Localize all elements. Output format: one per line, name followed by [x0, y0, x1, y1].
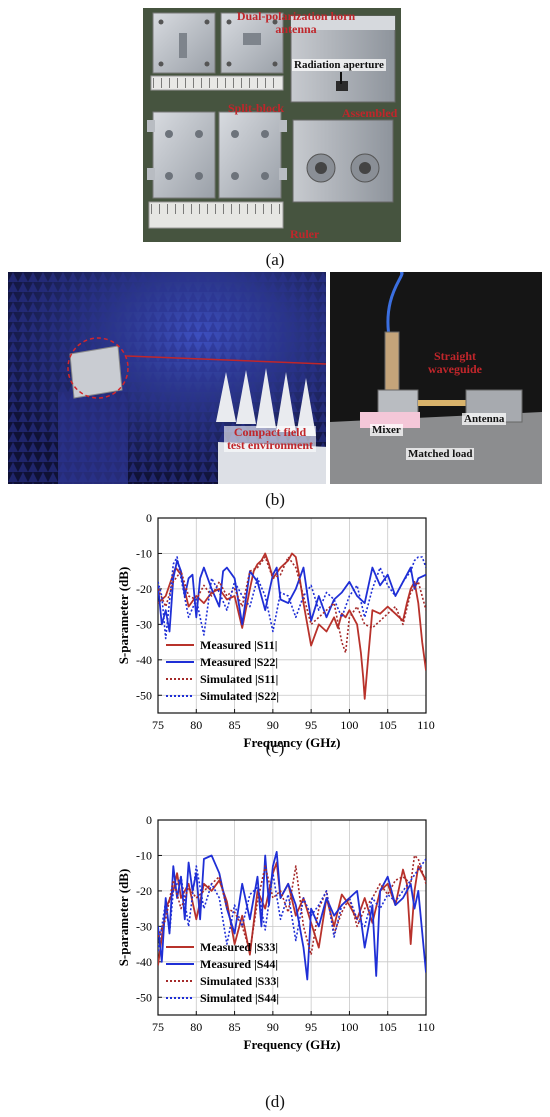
x-axis-label: Frequency (GHz) [244, 735, 341, 750]
label-compact-field: Compact field test environment [224, 426, 316, 452]
x-tick-label: 95 [305, 718, 317, 732]
split-block-right [218, 111, 282, 199]
assembled-block [292, 119, 394, 203]
y-axis-label: S-parameter (dB) [116, 567, 131, 665]
x-tick-label: 100 [340, 718, 358, 732]
x-tick-label: 75 [152, 1020, 164, 1034]
x-tick-label: 105 [379, 1020, 397, 1034]
y-tick-label: -40 [136, 653, 152, 667]
series-line-2 [158, 851, 426, 981]
y-tick-label: -40 [136, 955, 152, 969]
ruler-ticks [153, 78, 281, 88]
legend-label: Measured |S33| [200, 940, 278, 954]
legend-label: Measured |S22| [200, 655, 278, 669]
caption-a: (a) [265, 250, 285, 269]
label-straight-waveguide: Straight waveguide [428, 349, 482, 376]
caption-b: (b) [265, 490, 285, 509]
arrow-aperture [340, 72, 342, 84]
y-axis-label: S-parameter (dB) [116, 869, 131, 967]
photo-antenna-parts [143, 8, 401, 242]
x-tick-label: 80 [190, 1020, 202, 1034]
y-tick-label: 0 [146, 813, 152, 827]
label-mixer: Mixer [370, 424, 403, 436]
chart-d: 75 80 85 90 95 100 105 110 0 -10 -20 -30 -40 -50 Frequ… [116, 813, 435, 1052]
legend-label: Simulated |S22| [200, 689, 279, 703]
x-tick-label: 95 [305, 1020, 317, 1034]
caption-c: (c) [265, 738, 285, 757]
legend-label: Measured |S11| [200, 638, 277, 652]
label-ruler: Ruler [290, 227, 320, 241]
series-line-3 [158, 556, 426, 654]
panel-b: Compact field test environment Straight … [0, 270, 550, 515]
y-tick-label: -50 [136, 688, 152, 702]
series-line-4 [158, 556, 426, 640]
x-tick-label: 80 [190, 718, 202, 732]
y-tick-label: -10 [136, 848, 152, 862]
panel-c: 75 80 85 90 95 100 105 110 0 -10 -20 -30 -40 -50 Frequ… [0, 508, 550, 778]
label-matched-load: Matched load [406, 448, 475, 460]
x-tick-label: 105 [379, 718, 397, 732]
legend-label: Simulated |S33| [200, 974, 279, 988]
y-tick-label: -50 [136, 990, 152, 1004]
label-aperture: Radiation aperture [292, 59, 386, 71]
panel-d: 75 80 85 90 95 100 105 110 0 -10 -20 -30 -40 -50 Frequ… [0, 810, 550, 1117]
chart-c: 75 80 85 90 95 100 105 110 0 -10 -20 -30 -40 -50 Frequ… [116, 511, 435, 750]
legend-label: Simulated |S44| [200, 991, 279, 1005]
split-block-left [152, 111, 216, 199]
y-tick-label: 0 [146, 511, 152, 525]
x-tick-label: 90 [267, 1020, 279, 1034]
label-assembled: Assembled [342, 106, 398, 120]
y-tick-label: -20 [136, 582, 152, 596]
photo-compact-field [8, 272, 326, 484]
y-tick-label: -30 [136, 919, 152, 933]
series-line-3 [158, 854, 426, 956]
x-axis-label: Frequency (GHz) [244, 1037, 341, 1052]
series-line-4 [158, 858, 426, 952]
legend-label: Simulated |S11| [200, 672, 278, 686]
y-tick-label: -30 [136, 617, 152, 631]
x-tick-label: 90 [267, 718, 279, 732]
x-tick-label: 110 [417, 718, 435, 732]
label-antenna: Antenna [462, 413, 507, 425]
y-tick-label: -10 [136, 546, 152, 560]
x-tick-label: 85 [229, 718, 241, 732]
legend-label: Measured |S44| [200, 957, 278, 971]
caption-d: (d) [265, 1092, 285, 1111]
plot-frame [157, 819, 427, 1016]
label-horn: Dual-polarization horn antenna [236, 9, 356, 36]
series-line-1 [158, 861, 426, 966]
ruler-ticks-2 [151, 204, 281, 214]
series-line-1 [158, 552, 426, 700]
x-tick-label: 75 [152, 718, 164, 732]
y-tick-label: -20 [136, 884, 152, 898]
plot-frame [157, 517, 427, 714]
x-tick-label: 110 [417, 1020, 435, 1034]
panel-a: Dual-polarization horn antenna Radiation… [0, 0, 550, 270]
x-tick-label: 85 [229, 1020, 241, 1034]
label-split: Split-block [228, 101, 285, 115]
x-tick-label: 100 [340, 1020, 358, 1034]
